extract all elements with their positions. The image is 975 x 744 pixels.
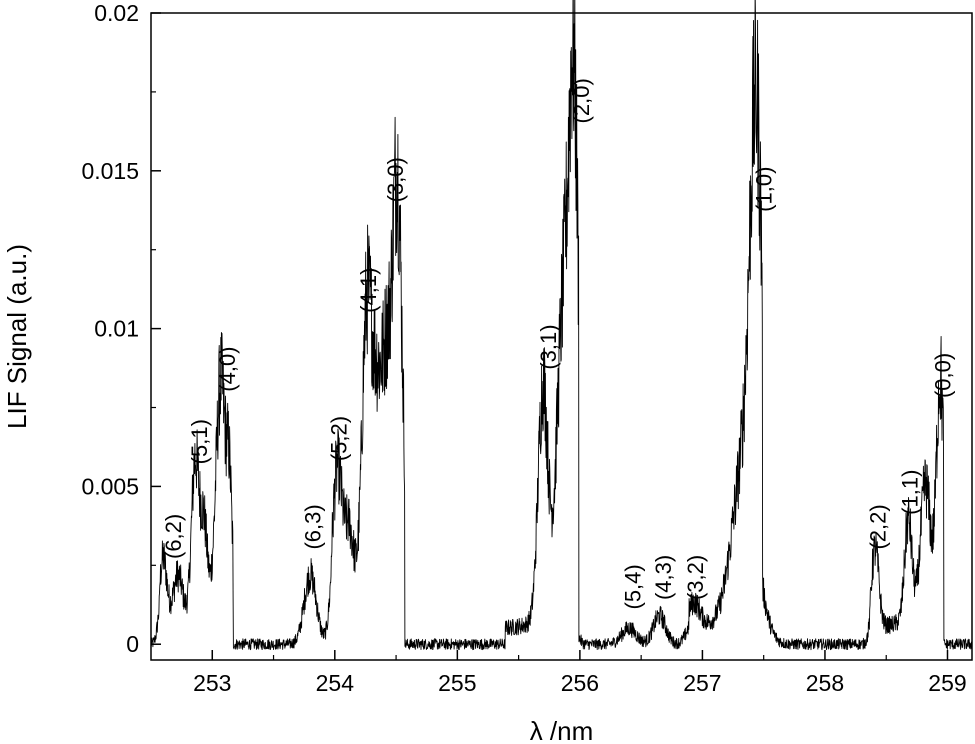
- peak-label: (5,4): [621, 564, 646, 609]
- peak-label: (0,0): [931, 353, 956, 398]
- x-axis-title: λ /nm: [530, 716, 594, 744]
- peak-label: (4,3): [651, 555, 676, 600]
- peak-label: (6,3): [301, 504, 326, 549]
- x-tick-label: 254: [316, 670, 355, 696]
- x-tick-label: 257: [683, 670, 721, 696]
- peak-label: (3,1): [536, 324, 561, 369]
- y-tick-label: 0.005: [81, 473, 139, 499]
- y-tick-label: 0.01: [94, 316, 139, 342]
- peak-label: (5,1): [187, 419, 212, 464]
- x-tick-label: 259: [928, 670, 966, 696]
- y-axis-title: LIF Signal (a.u.): [2, 244, 32, 429]
- y-tick-label: 0: [126, 631, 139, 657]
- peak-label: (1,0): [752, 167, 777, 212]
- peak-label: (6,2): [161, 514, 186, 559]
- x-tick-label: 258: [806, 670, 844, 696]
- y-tick-label: 0.02: [94, 0, 139, 26]
- x-tick-label: 256: [561, 670, 599, 696]
- y-tick-label: 0.015: [81, 158, 139, 184]
- plot-frame: [150, 12, 973, 661]
- peak-label: (2,2): [866, 504, 891, 549]
- spectrum-line: [150, 0, 973, 651]
- x-tick-label: 253: [193, 670, 231, 696]
- peak-label: (1,1): [898, 470, 923, 515]
- peak-label: (3,2): [683, 555, 708, 600]
- x-tick-label: 255: [438, 670, 476, 696]
